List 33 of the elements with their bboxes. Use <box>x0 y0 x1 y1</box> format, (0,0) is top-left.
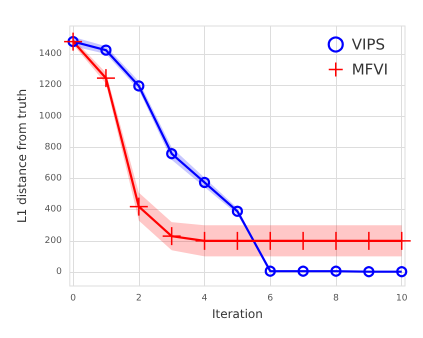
legend-label: MFVI <box>352 60 388 78</box>
y-tick-label: 1400 <box>38 49 62 60</box>
point <box>232 206 243 217</box>
point <box>133 80 144 92</box>
x-tick-label: 4 <box>202 294 208 304</box>
point <box>330 266 342 277</box>
point <box>396 266 408 278</box>
y-tick-label: 800 <box>44 142 62 152</box>
y-tick-label: 1200 <box>38 80 62 90</box>
point <box>68 36 79 48</box>
y-tick-label: 600 <box>44 174 62 184</box>
x-tick-label: 6 <box>267 294 274 304</box>
y-tick-label: 1000 <box>38 111 62 122</box>
point <box>63 32 83 52</box>
point <box>96 68 116 88</box>
y-tick-label: 200 <box>44 236 62 246</box>
point <box>363 266 374 278</box>
point <box>162 226 182 246</box>
x-tick-label: 10 <box>396 294 408 304</box>
point <box>166 148 178 160</box>
y-tick-label: 400 <box>44 204 62 215</box>
y-tick-label: 0 <box>56 266 62 277</box>
point <box>298 266 309 277</box>
point <box>100 44 112 56</box>
point <box>198 176 210 188</box>
x-axis-title: Iteration <box>212 306 263 321</box>
legend-label: VIPS <box>352 36 386 54</box>
x-tick-label: 0 <box>70 294 76 304</box>
point <box>264 266 276 277</box>
y-axis-title: L1 distance from truth <box>15 88 29 224</box>
x-tick-label: 2 <box>136 294 142 304</box>
x-tick-label: 8 <box>333 294 340 304</box>
point <box>129 196 149 216</box>
